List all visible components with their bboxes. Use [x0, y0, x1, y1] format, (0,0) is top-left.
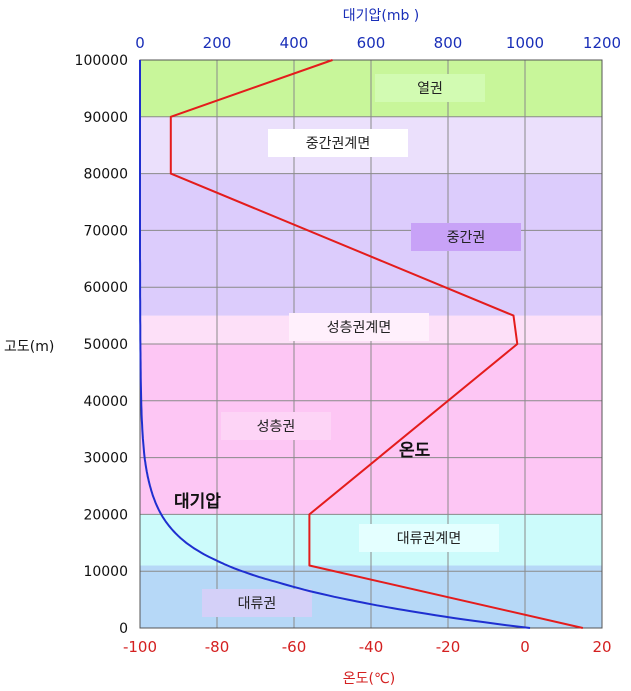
layer-label-box-4: [411, 223, 521, 251]
y-tick-label-9: 90000: [83, 110, 128, 126]
y-tick-label-8: 80000: [83, 167, 128, 183]
bottom-tick-label-1: -80: [205, 638, 230, 656]
y-tick-label-3: 30000: [83, 451, 128, 467]
bottom-axis-label: 온도(℃): [343, 671, 395, 687]
layer-label-box-5: [268, 129, 408, 157]
top-axis-label: 대기압(mb ): [343, 8, 420, 24]
top-tick-label-2: 400: [280, 34, 309, 52]
bottom-tick-label-2: -60: [282, 638, 307, 656]
layer-label-4: 중간권: [447, 230, 486, 246]
series-line-0: [169, 59, 584, 629]
y-tick-label-2: 20000: [83, 507, 128, 523]
layer-label-0: 대류권: [238, 596, 277, 612]
y-tick-label-0: 0: [119, 621, 128, 637]
top-tick-label-3: 600: [357, 34, 386, 52]
layer-label-6: 열권: [417, 81, 443, 97]
top-tick-label-4: 800: [434, 34, 463, 52]
y-tick-label-1: 10000: [83, 564, 128, 580]
series-label-pressure: 대기압: [174, 491, 221, 512]
bottom-tick-label-6: 20: [592, 638, 611, 656]
layer-label-3: 성층권계면: [327, 320, 391, 336]
y-tick-label-4: 40000: [83, 394, 128, 410]
y-tick-label-7: 70000: [83, 223, 128, 239]
series-line-1: [139, 60, 531, 629]
y-tick-label-5: 50000: [83, 337, 128, 353]
bottom-tick-label-5: 0: [520, 638, 530, 656]
layer-label-5: 중간권계면: [306, 136, 370, 152]
layer-label-box-6: [375, 74, 485, 102]
top-tick-label-1: 200: [203, 34, 232, 52]
bottom-tick-label-0: -100: [123, 638, 157, 656]
layer-labels: 대류권 대류권계면 성층권 성층권계면 중간권 중간권계면 열권: [202, 74, 521, 617]
series-label-temperature: 온도: [399, 441, 431, 461]
layer-label-2: 성층권: [257, 419, 296, 435]
y-tick-label-6: 60000: [83, 280, 128, 296]
layer-label-box-1: [359, 524, 499, 552]
tick-labels: 0100002000030000400005000060000700008000…: [75, 34, 622, 656]
bottom-tick-label-4: -20: [436, 638, 461, 656]
y-axis-label: 고도(m): [4, 339, 54, 355]
bottom-tick-label-3: -40: [359, 638, 384, 656]
layer-label-1: 대류권계면: [397, 531, 461, 547]
top-tick-label-6: 1200: [583, 34, 621, 52]
y-tick-label-10: 100000: [75, 53, 128, 69]
series-lines: [139, 59, 584, 629]
layer-label-box-3: [289, 313, 429, 341]
layer-label-box-2: [221, 412, 331, 440]
top-tick-label-5: 1000: [506, 34, 544, 52]
layer-label-box-0: [202, 589, 312, 617]
top-tick-label-0: 0: [135, 34, 145, 52]
